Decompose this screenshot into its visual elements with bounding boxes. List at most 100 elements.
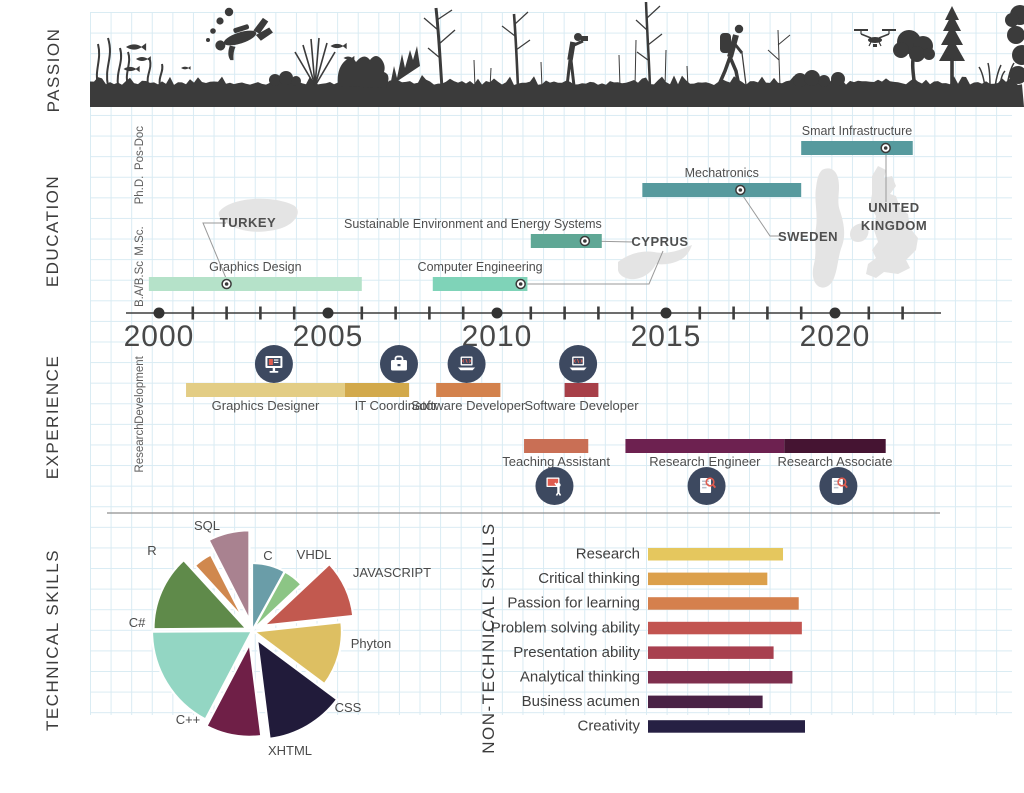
experience-bar-software-developer: [564, 383, 599, 397]
leader-line-mechatronics: [738, 189, 781, 237]
pie-slice-r: [193, 553, 245, 620]
experience-bar-teaching-assistant: [524, 439, 589, 453]
presentation-icon: [535, 467, 574, 505]
coral-bush: [337, 56, 389, 88]
pie-label-c: C#: [129, 615, 146, 630]
education-bar-smart-infrastructure: [801, 141, 913, 155]
fish-icon: [343, 55, 355, 61]
pie-label-css: CSS: [335, 700, 362, 715]
pie-label-sql: SQL: [194, 518, 220, 533]
fish-icon: [181, 66, 191, 70]
edge-foliage: [1012, 45, 1024, 65]
experience-label-it-coordinator: IT Coordinator: [355, 398, 439, 413]
experience-row-label-research: Research: [134, 423, 146, 472]
timeline-tick: [597, 306, 600, 320]
experience-row-label-development: Development: [134, 355, 146, 424]
skill-bar-critical-thinking: [648, 572, 768, 586]
pie-slice-phyton: [251, 620, 344, 686]
pie-label-xhtml: XHTML: [268, 743, 312, 758]
timeline-major-dot: [660, 307, 672, 319]
bush: [269, 74, 281, 86]
pie-label-r: R: [147, 543, 156, 558]
skill-label-problem-solving-ability: Problem solving ability: [491, 619, 641, 636]
country-label-united-kingdom: UNITED KINGDOM: [861, 200, 927, 233]
pie-slice-sql: [207, 529, 251, 621]
section-label-education: EDUCATION: [43, 174, 62, 288]
education-bar-sustainable-environment-and-energy-systems: [530, 234, 602, 248]
experience-label-research-associate: Research Associate: [778, 454, 893, 469]
experience-bar-it-coordinator: [344, 383, 410, 397]
education-bar-graphics-design: [148, 277, 362, 291]
timeline-year-label: 2000: [124, 320, 195, 353]
photographer-silhouette: [565, 33, 588, 87]
bubble: [224, 7, 234, 17]
svg-text:TURKEY: TURKEY: [220, 215, 276, 230]
doc-search-icon: [687, 467, 726, 505]
leader-line-graphics-design: [202, 222, 229, 284]
ground-silhouette: [90, 75, 1024, 107]
section-label-passion: PASSION: [44, 27, 63, 113]
design-monitor-icon: [254, 345, 293, 383]
pie-label-c: C: [263, 548, 272, 563]
pie-label-javascript: JAVASCRIPT: [353, 565, 431, 580]
pie-label-vhdl: VHDL: [297, 547, 332, 562]
education-label-mechatronics: Mechatronics: [685, 166, 759, 180]
timeline-tick: [766, 306, 769, 320]
edge-foliage: [1005, 13, 1019, 27]
country-maps: [218, 166, 918, 288]
education-bar-computer-engineering: [432, 277, 528, 291]
pie-slice-xhtml: [204, 640, 263, 738]
fish-icon: [136, 56, 151, 62]
scuba-diver-silhouette: [215, 17, 273, 61]
svg-text:SWEDEN: SWEDEN: [778, 229, 838, 244]
skill-label-critical-thinking: Critical thinking: [538, 570, 640, 587]
experience-bar-software-developer: [436, 383, 501, 397]
skill-bar-problem-solving-ability: [648, 621, 802, 635]
skill-label-creativity: Creativity: [577, 718, 640, 735]
country-label-sweden: SWEDEN: [778, 229, 838, 244]
timeline-major-dot: [322, 307, 334, 319]
bush: [831, 72, 845, 86]
fish-icon: [330, 42, 347, 50]
education-marker-mechatronics: [735, 184, 746, 196]
skill-bar-passion-for-learning: [648, 597, 799, 610]
experience-bar-research-engineer: [625, 439, 785, 453]
timeline-tick: [901, 306, 904, 320]
timeline-tick: [292, 306, 296, 320]
round-tree: [893, 30, 935, 89]
experience-bar-graphics-designer: [186, 383, 345, 397]
experience-label-research-engineer: Research Engineer: [649, 454, 761, 469]
pie-label-phyton: Phyton: [351, 636, 391, 651]
bush: [804, 70, 820, 86]
timeline-tick: [630, 306, 634, 320]
svg-text:CYPRUS: CYPRUS: [631, 234, 688, 249]
timeline-year-label: 2015: [631, 320, 702, 353]
country-label-cyprus: CYPRUS: [631, 234, 688, 249]
timeline-year-label: 2005: [293, 320, 364, 353]
cyprus-map: [618, 245, 692, 280]
laptop-code-icon: [559, 345, 598, 383]
laptop-code-icon: [447, 345, 486, 383]
experience-label-teaching-assistant: Teaching Assistant: [502, 454, 610, 469]
experience-label-graphics-designer: Graphics Designer: [212, 398, 320, 413]
bush: [291, 76, 301, 86]
timeline-tick: [360, 306, 364, 320]
timeline-tick: [563, 306, 566, 320]
bare-trees: [423, 1, 791, 89]
timeline-major-dot: [153, 307, 165, 319]
education-label-graphics-design: Graphics Design: [209, 260, 301, 274]
drone-icon: [854, 29, 896, 47]
degree-row-label-pos-doc: Pos-Doc: [134, 126, 146, 170]
skill-label-passion-for-learning: Passion for learning: [507, 595, 640, 612]
experience-label-software-developer: Software Developer: [524, 398, 639, 413]
turkey-map: [218, 198, 298, 232]
timeline-major-dot: [829, 307, 841, 319]
education-marker-graphics-design: [221, 278, 232, 290]
sweden-map: [812, 168, 845, 288]
skill-label-research: Research: [576, 546, 640, 563]
education-label-computer-engineering: Computer Engineering: [418, 260, 543, 274]
pie-label-c: C++: [176, 712, 201, 727]
experience-label-software-developer: Software Developer: [411, 398, 526, 413]
